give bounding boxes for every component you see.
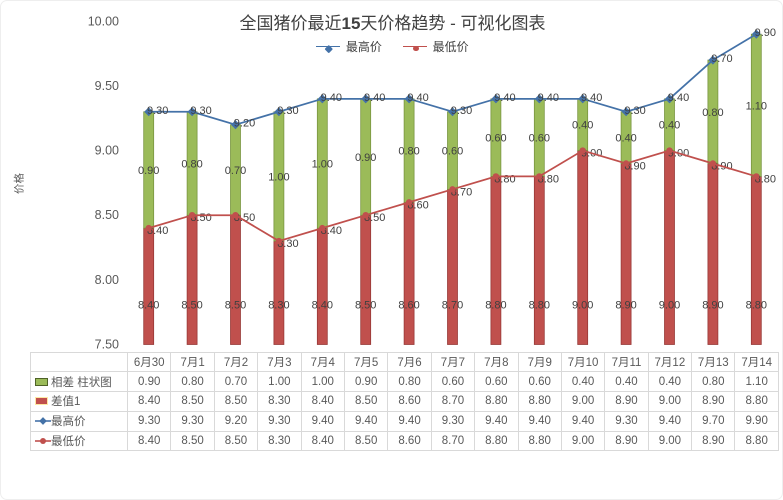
svg-text:9.30: 9.30 — [147, 105, 168, 117]
svg-text:8.40: 8.40 — [312, 300, 333, 312]
svg-text:9.30: 9.30 — [451, 105, 472, 117]
svg-text:9.40: 9.40 — [321, 92, 342, 104]
svg-text:1.00: 1.00 — [268, 171, 289, 183]
svg-text:0.70: 0.70 — [225, 165, 246, 177]
svg-text:0.40: 0.40 — [659, 120, 680, 132]
svg-text:9.30: 9.30 — [624, 105, 645, 117]
svg-text:8.60: 8.60 — [398, 300, 419, 312]
svg-text:0.60: 0.60 — [442, 146, 463, 158]
svg-text:8.50: 8.50 — [225, 300, 246, 312]
svg-text:9.30: 9.30 — [277, 105, 298, 117]
svg-text:9.00: 9.00 — [572, 300, 593, 312]
svg-text:1.10: 1.10 — [746, 100, 767, 112]
svg-text:9.40: 9.40 — [407, 92, 428, 104]
svg-text:9.00: 9.00 — [659, 300, 680, 312]
svg-text:8.00: 8.00 — [95, 273, 119, 287]
svg-text:8.80: 8.80 — [485, 300, 506, 312]
svg-text:8.70: 8.70 — [442, 300, 463, 312]
svg-text:8.80: 8.80 — [746, 300, 767, 312]
svg-text:0.40: 0.40 — [572, 120, 593, 132]
svg-text:9.30: 9.30 — [190, 105, 211, 117]
svg-text:0.60: 0.60 — [485, 133, 506, 145]
svg-text:9.50: 9.50 — [95, 79, 119, 93]
svg-text:9.90: 9.90 — [755, 27, 776, 39]
svg-text:9.20: 9.20 — [234, 118, 255, 130]
svg-text:9.40: 9.40 — [538, 92, 559, 104]
svg-text:9.70: 9.70 — [711, 53, 732, 65]
svg-text:8.50: 8.50 — [355, 300, 376, 312]
svg-text:8.90: 8.90 — [615, 300, 636, 312]
svg-text:8.50: 8.50 — [181, 300, 202, 312]
svg-text:0.80: 0.80 — [702, 107, 723, 119]
svg-text:9.40: 9.40 — [581, 92, 602, 104]
svg-text:0.90: 0.90 — [355, 152, 376, 164]
svg-text:9.40: 9.40 — [668, 92, 689, 104]
svg-text:0.80: 0.80 — [181, 158, 202, 170]
svg-text:9.00: 9.00 — [95, 144, 119, 158]
svg-text:0.80: 0.80 — [398, 146, 419, 158]
svg-text:8.30: 8.30 — [268, 300, 289, 312]
svg-text:9.40: 9.40 — [364, 92, 385, 104]
svg-text:8.80: 8.80 — [529, 300, 550, 312]
svg-text:10.00: 10.00 — [88, 14, 119, 28]
svg-text:8.90: 8.90 — [702, 300, 723, 312]
svg-text:7.50: 7.50 — [95, 338, 119, 352]
svg-text:8.50: 8.50 — [95, 208, 119, 222]
svg-text:0.60: 0.60 — [529, 133, 550, 145]
svg-text:0.40: 0.40 — [615, 133, 636, 145]
svg-text:8.40: 8.40 — [138, 300, 159, 312]
svg-text:0.90: 0.90 — [138, 165, 159, 177]
svg-text:9.40: 9.40 — [494, 92, 515, 104]
svg-text:1.00: 1.00 — [312, 158, 333, 170]
